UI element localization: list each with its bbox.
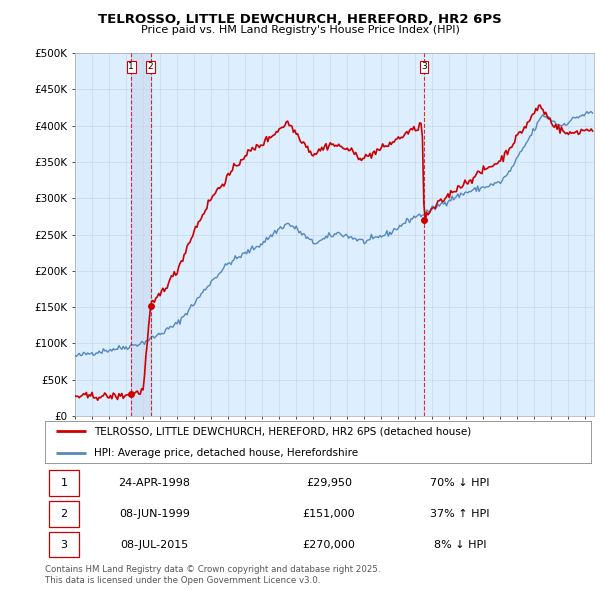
Text: 1: 1: [128, 62, 134, 71]
Text: 8% ↓ HPI: 8% ↓ HPI: [434, 540, 486, 549]
Text: 2: 2: [148, 62, 154, 71]
FancyBboxPatch shape: [49, 470, 79, 496]
Text: 24-APR-1998: 24-APR-1998: [118, 478, 190, 488]
Text: HPI: Average price, detached house, Herefordshire: HPI: Average price, detached house, Here…: [94, 448, 358, 457]
Text: 3: 3: [421, 62, 427, 71]
Text: £270,000: £270,000: [302, 540, 355, 549]
Text: 08-JUL-2015: 08-JUL-2015: [120, 540, 188, 549]
Text: 08-JUN-1999: 08-JUN-1999: [119, 509, 190, 519]
Text: £29,950: £29,950: [306, 478, 352, 488]
FancyBboxPatch shape: [49, 501, 79, 527]
FancyBboxPatch shape: [49, 532, 79, 558]
Text: 1: 1: [61, 478, 68, 488]
Text: TELROSSO, LITTLE DEWCHURCH, HEREFORD, HR2 6PS: TELROSSO, LITTLE DEWCHURCH, HEREFORD, HR…: [98, 13, 502, 26]
Text: Price paid vs. HM Land Registry's House Price Index (HPI): Price paid vs. HM Land Registry's House …: [140, 25, 460, 35]
Text: 70% ↓ HPI: 70% ↓ HPI: [430, 478, 490, 488]
Text: TELROSSO, LITTLE DEWCHURCH, HEREFORD, HR2 6PS (detached house): TELROSSO, LITTLE DEWCHURCH, HEREFORD, HR…: [94, 427, 472, 436]
Bar: [131, 53, 151, 416]
Text: 37% ↑ HPI: 37% ↑ HPI: [430, 509, 490, 519]
Text: 3: 3: [61, 540, 68, 549]
Text: £151,000: £151,000: [302, 509, 355, 519]
Text: Contains HM Land Registry data © Crown copyright and database right 2025.
This d: Contains HM Land Registry data © Crown c…: [45, 565, 380, 585]
Text: 2: 2: [61, 509, 68, 519]
